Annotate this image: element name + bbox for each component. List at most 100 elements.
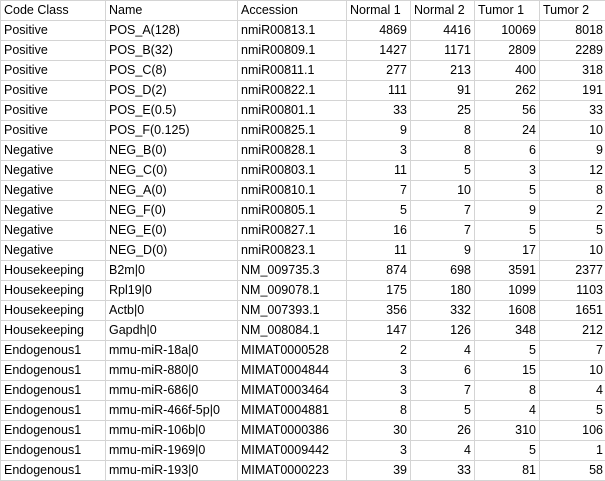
header-cell-code-class[interactable]: Code Class [0,0,106,21]
header-cell-tumor-1[interactable]: Tumor 1 [474,0,540,21]
cell-code-class[interactable]: Positive [0,80,106,101]
cell-tumor-1[interactable]: 17 [474,240,540,261]
cell-code-class[interactable]: Positive [0,20,106,41]
cell-accession[interactable]: nmiR00813.1 [237,20,347,41]
cell-code-class[interactable]: Negative [0,160,106,181]
cell-normal-1[interactable]: 111 [346,80,411,101]
cell-normal-1[interactable]: 16 [346,220,411,241]
cell-code-class[interactable]: Endogenous1 [0,400,106,421]
cell-accession[interactable]: MIMAT0000223 [237,460,347,481]
cell-name[interactable]: NEG_C(0) [105,160,238,181]
cell-name[interactable]: POS_A(128) [105,20,238,41]
cell-code-class[interactable]: Endogenous1 [0,420,106,441]
cell-tumor-1[interactable]: 24 [474,120,540,141]
cell-code-class[interactable]: Negative [0,140,106,161]
cell-accession[interactable]: nmiR00827.1 [237,220,347,241]
cell-normal-2[interactable]: 213 [410,60,475,81]
cell-normal-2[interactable]: 26 [410,420,475,441]
cell-normal-2[interactable]: 9 [410,240,475,261]
cell-tumor-1[interactable]: 3591 [474,260,540,281]
cell-tumor-2[interactable]: 12 [539,160,605,181]
cell-name[interactable]: mmu-miR-18a|0 [105,340,238,361]
cell-name[interactable]: NEG_E(0) [105,220,238,241]
cell-normal-1[interactable]: 39 [346,460,411,481]
cell-normal-1[interactable]: 9 [346,120,411,141]
cell-normal-1[interactable]: 3 [346,360,411,381]
cell-accession[interactable]: NM_009078.1 [237,280,347,301]
cell-name[interactable]: mmu-miR-193|0 [105,460,238,481]
header-cell-normal-2[interactable]: Normal 2 [410,0,475,21]
cell-normal-2[interactable]: 698 [410,260,475,281]
cell-accession[interactable]: NM_009735.3 [237,260,347,281]
cell-normal-1[interactable]: 7 [346,180,411,201]
cell-tumor-2[interactable]: 10 [539,360,605,381]
cell-tumor-2[interactable]: 5 [539,220,605,241]
cell-name[interactable]: mmu-miR-686|0 [105,380,238,401]
cell-normal-1[interactable]: 175 [346,280,411,301]
cell-normal-1[interactable]: 1427 [346,40,411,61]
cell-tumor-1[interactable]: 3 [474,160,540,181]
cell-tumor-1[interactable]: 348 [474,320,540,341]
cell-normal-1[interactable]: 3 [346,440,411,461]
cell-normal-2[interactable]: 7 [410,220,475,241]
cell-code-class[interactable]: Housekeeping [0,280,106,301]
header-cell-name[interactable]: Name [105,0,238,21]
cell-tumor-2[interactable]: 2289 [539,40,605,61]
cell-tumor-1[interactable]: 15 [474,360,540,381]
cell-tumor-1[interactable]: 400 [474,60,540,81]
cell-name[interactable]: NEG_F(0) [105,200,238,221]
cell-normal-2[interactable]: 4416 [410,20,475,41]
cell-code-class[interactable]: Housekeeping [0,320,106,341]
cell-name[interactable]: POS_B(32) [105,40,238,61]
cell-code-class[interactable]: Negative [0,200,106,221]
cell-normal-2[interactable]: 1171 [410,40,475,61]
cell-normal-2[interactable]: 5 [410,400,475,421]
cell-accession[interactable]: NM_008084.1 [237,320,347,341]
cell-normal-1[interactable]: 874 [346,260,411,281]
cell-name[interactable]: mmu-miR-1969|0 [105,440,238,461]
cell-name[interactable]: NEG_D(0) [105,240,238,261]
cell-normal-1[interactable]: 5 [346,200,411,221]
cell-tumor-1[interactable]: 1099 [474,280,540,301]
cell-tumor-2[interactable]: 212 [539,320,605,341]
cell-tumor-2[interactable]: 10 [539,240,605,261]
cell-accession[interactable]: nmiR00805.1 [237,200,347,221]
cell-accession[interactable]: nmiR00823.1 [237,240,347,261]
cell-tumor-1[interactable]: 5 [474,340,540,361]
cell-tumor-1[interactable]: 56 [474,100,540,121]
cell-tumor-2[interactable]: 106 [539,420,605,441]
cell-normal-1[interactable]: 356 [346,300,411,321]
cell-tumor-2[interactable]: 2 [539,200,605,221]
cell-normal-2[interactable]: 4 [410,440,475,461]
cell-normal-1[interactable]: 33 [346,100,411,121]
cell-accession[interactable]: MIMAT0004844 [237,360,347,381]
cell-name[interactable]: B2m|0 [105,260,238,281]
cell-normal-1[interactable]: 277 [346,60,411,81]
cell-tumor-2[interactable]: 7 [539,340,605,361]
cell-name[interactable]: Gapdh|0 [105,320,238,341]
cell-tumor-2[interactable]: 4 [539,380,605,401]
cell-normal-2[interactable]: 8 [410,140,475,161]
cell-tumor-1[interactable]: 310 [474,420,540,441]
cell-accession[interactable]: nmiR00803.1 [237,160,347,181]
cell-tumor-2[interactable]: 1103 [539,280,605,301]
header-cell-normal-1[interactable]: Normal 1 [346,0,411,21]
cell-tumor-2[interactable]: 33 [539,100,605,121]
cell-tumor-2[interactable]: 9 [539,140,605,161]
cell-normal-2[interactable]: 8 [410,120,475,141]
cell-code-class[interactable]: Positive [0,40,106,61]
cell-tumor-2[interactable]: 8018 [539,20,605,41]
cell-accession[interactable]: NM_007393.1 [237,300,347,321]
cell-normal-2[interactable]: 10 [410,180,475,201]
cell-normal-1[interactable]: 3 [346,380,411,401]
cell-code-class[interactable]: Negative [0,220,106,241]
cell-normal-1[interactable]: 147 [346,320,411,341]
cell-code-class[interactable]: Endogenous1 [0,380,106,401]
cell-normal-2[interactable]: 5 [410,160,475,181]
cell-accession[interactable]: nmiR00822.1 [237,80,347,101]
cell-code-class[interactable]: Endogenous1 [0,440,106,461]
cell-accession[interactable]: nmiR00809.1 [237,40,347,61]
cell-normal-1[interactable]: 8 [346,400,411,421]
cell-accession[interactable]: nmiR00825.1 [237,120,347,141]
header-cell-tumor-2[interactable]: Tumor 2 [539,0,605,21]
